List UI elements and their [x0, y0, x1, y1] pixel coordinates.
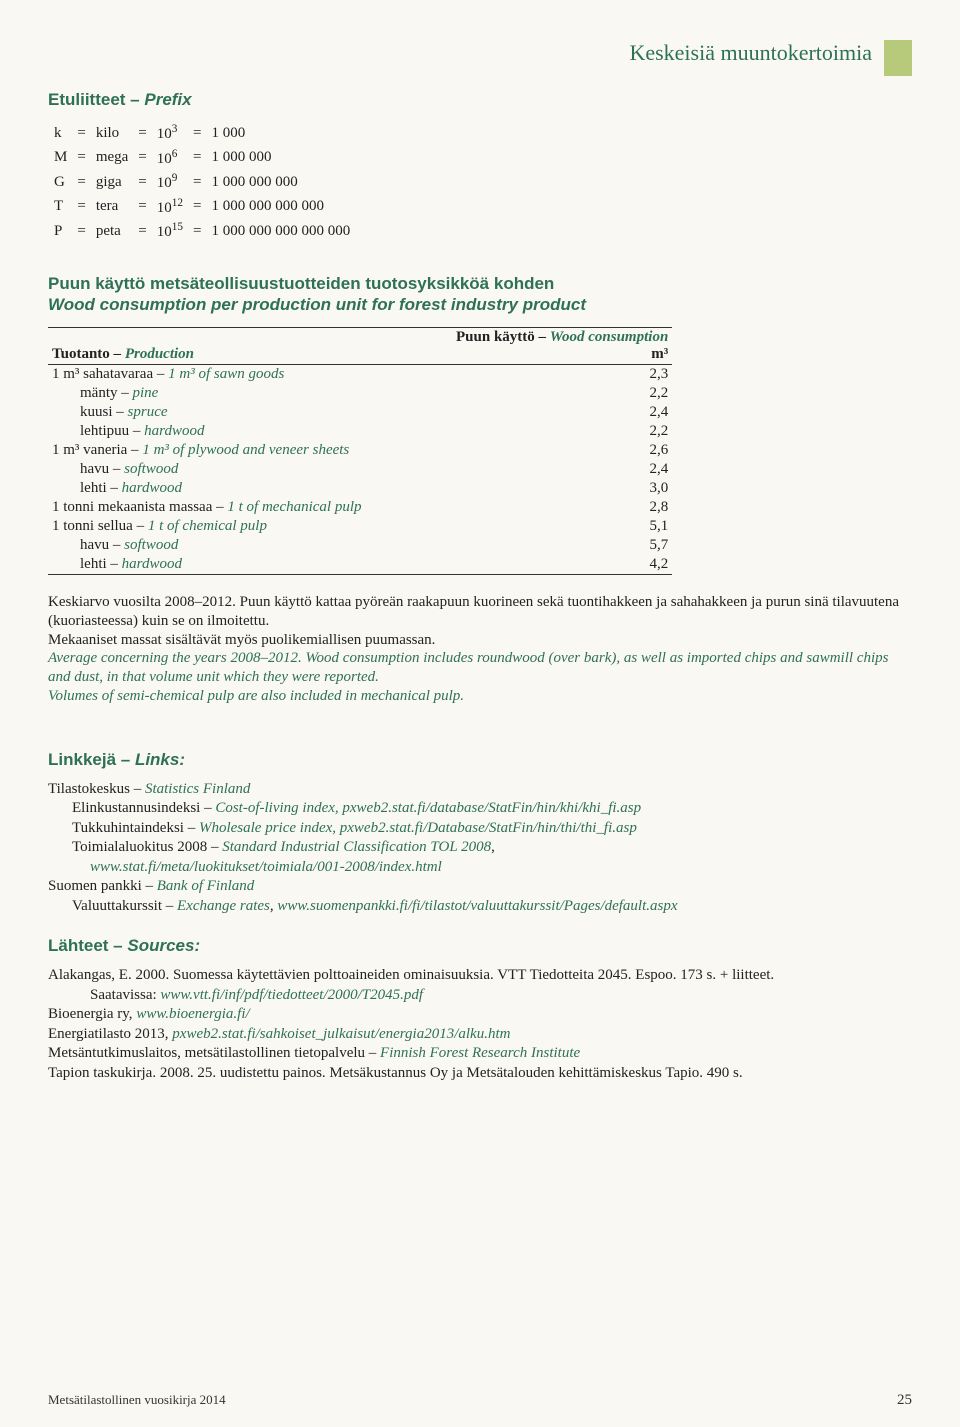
wood-heading: Puun käyttö metsäteollisuustuotteiden tu… — [48, 273, 912, 316]
wood-col1-en: Production — [125, 346, 194, 362]
wood-row: kuusi – spruce2,4 — [48, 403, 672, 422]
wood-table: Tuotanto – Production Puun käyttö – Wood… — [48, 327, 672, 575]
prefix-row: M=mega=106=1 000 000 — [50, 147, 354, 170]
page-title: Keskeisiä muuntokertoimia — [48, 40, 872, 66]
link-subitem: Toimialaluokitus 2008 – Standard Industr… — [48, 838, 912, 858]
wood-heading-en: Wood consumption per production unit for… — [48, 295, 586, 314]
prefix-row: P=peta=1015=1 000 000 000 000 000 — [50, 220, 354, 243]
wood-row: lehti – hardwood4,2 — [48, 555, 672, 575]
source-item: Bioenergia ry, www.bioenergia.fi/ — [48, 1005, 912, 1025]
links-heading: Linkkejä – Links: — [48, 750, 912, 770]
wood-row: 1 m³ vaneria – 1 m³ of plywood and venee… — [48, 441, 672, 460]
source-sub: Saatavissa: www.vtt.fi/inf/pdf/tiedottee… — [48, 986, 912, 1006]
sources-heading: Lähteet – Sources: — [48, 936, 912, 956]
link-subitem: Tukkuhintaindeksi – Wholesale price inde… — [48, 819, 912, 839]
wood-row: lehtipuu – hardwood2,2 — [48, 422, 672, 441]
wood-row: mänty – pine2,2 — [48, 384, 672, 403]
links-heading-en: Links: — [135, 750, 185, 769]
wood-note-en-1: Average concerning the years 2008–2012. … — [48, 650, 888, 685]
prefix-row: G=giga=109=1 000 000 000 — [50, 171, 354, 194]
footer-page: 25 — [897, 1392, 912, 1409]
prefix-row: k=kilo=103=1 000 — [50, 122, 354, 145]
prefix-heading-en: Prefix — [144, 90, 191, 109]
wood-col2-en: Wood consumption — [550, 329, 669, 345]
wood-row: havu – softwood5,7 — [48, 536, 672, 555]
wood-col1-fi: Tuotanto – — [52, 346, 125, 362]
wood-note-fi-1: Keskiarvo vuosilta 2008–2012. Puun käytt… — [48, 594, 899, 629]
wood-row: 1 m³ sahatavaraa – 1 m³ of sawn goods2,3 — [48, 365, 672, 385]
wood-col2-fi: Puun käyttö – — [456, 329, 550, 345]
link-subitem: Elinkustannusindeksi – Cost-of-living in… — [48, 799, 912, 819]
wood-row: 1 tonni sellua – 1 t of chemical pulp5,1 — [48, 517, 672, 536]
source-item: Metsäntutkimuslaitos, metsätilastollinen… — [48, 1044, 912, 1064]
sources-block: Alakangas, E. 2000. Suomessa käytettävie… — [48, 966, 912, 1083]
prefix-heading: Etuliitteet – Prefix — [48, 90, 912, 110]
wood-note: Keskiarvo vuosilta 2008–2012. Puun käytt… — [48, 593, 912, 706]
wood-row: 1 tonni mekaanista massaa – 1 t of mecha… — [48, 498, 672, 517]
wood-col2-unit: m³ — [651, 346, 668, 362]
page-tab — [884, 40, 912, 76]
link-item: Suomen pankki – Bank of Finland — [48, 877, 912, 897]
sources-heading-fi: Lähteet – — [48, 936, 127, 955]
source-item: Tapion taskukirja. 2008. 25. uudistettu … — [48, 1064, 912, 1084]
wood-note-fi-2: Mekaaniset massat sisältävät myös puolik… — [48, 632, 435, 648]
wood-note-en-2: Volumes of semi-chemical pulp are also i… — [48, 688, 464, 704]
footer: Metsätilastollinen vuosikirja 2014 25 — [48, 1392, 912, 1409]
sources-heading-en: Sources: — [127, 936, 200, 955]
prefix-row: T=tera=1012=1 000 000 000 000 — [50, 196, 354, 219]
link-item: Tilastokeskus – Statistics Finland — [48, 780, 912, 800]
wood-row: lehti – hardwood3,0 — [48, 479, 672, 498]
wood-heading-fi: Puun käyttö metsäteollisuustuotteiden tu… — [48, 274, 554, 293]
links-heading-fi: Linkkejä – — [48, 750, 135, 769]
link-subitem: Valuuttakurssit – Exchange rates, www.su… — [48, 897, 912, 917]
link-url: www.stat.fi/meta/luokitukset/toimiala/00… — [48, 858, 912, 878]
prefix-heading-fi: Etuliitteet – — [48, 90, 144, 109]
source-item: Energiatilasto 2013, pxweb2.stat.fi/sahk… — [48, 1025, 912, 1045]
footer-left: Metsätilastollinen vuosikirja 2014 — [48, 1392, 226, 1409]
wood-row: havu – softwood2,4 — [48, 460, 672, 479]
source-item: Alakangas, E. 2000. Suomessa käytettävie… — [48, 966, 912, 986]
prefix-table: k=kilo=103=1 000M=mega=106=1 000 000G=gi… — [48, 120, 356, 245]
links-block: Tilastokeskus – Statistics Finland Elink… — [48, 780, 912, 917]
